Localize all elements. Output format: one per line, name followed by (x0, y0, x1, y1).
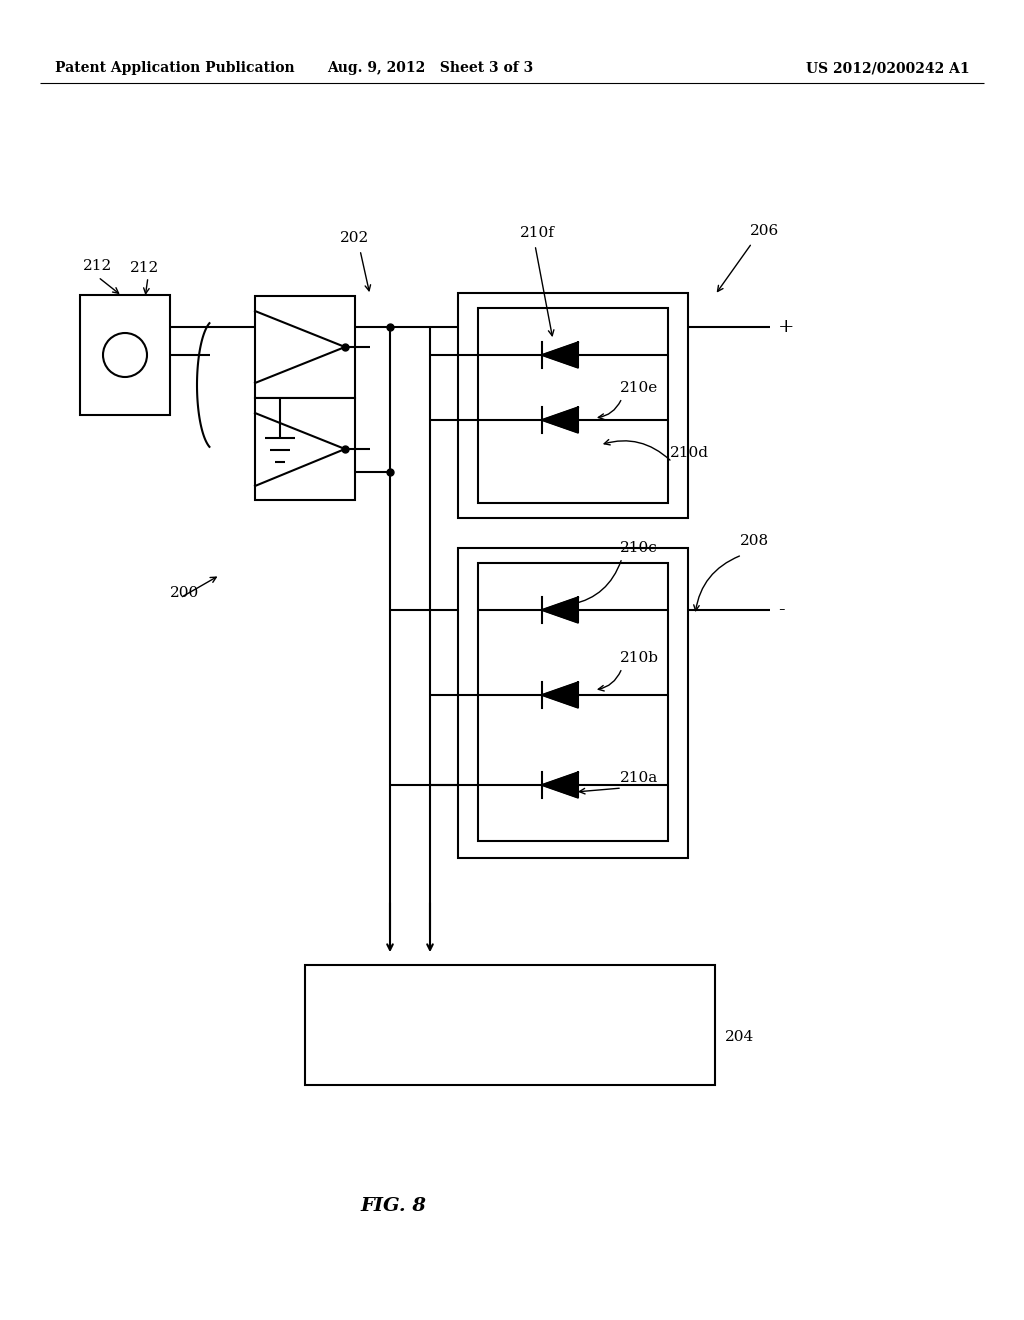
Bar (458, 293, 688, 517)
Text: 212: 212 (130, 261, 160, 275)
Polygon shape (542, 772, 578, 797)
Polygon shape (542, 342, 578, 367)
Polygon shape (542, 682, 578, 708)
Text: 210a: 210a (620, 771, 658, 785)
Text: 210b: 210b (620, 651, 659, 665)
Bar (255, 399, 355, 500)
Bar (458, 548, 688, 858)
Text: 212: 212 (83, 259, 113, 273)
Text: Aug. 9, 2012   Sheet 3 of 3: Aug. 9, 2012 Sheet 3 of 3 (327, 61, 534, 75)
Text: Patent Application Publication: Patent Application Publication (55, 61, 295, 75)
Text: 210d: 210d (670, 446, 709, 459)
Text: US 2012/0200242 A1: US 2012/0200242 A1 (806, 61, 970, 75)
Text: 204: 204 (725, 1030, 755, 1044)
Text: 210e: 210e (620, 381, 658, 395)
Text: 206: 206 (750, 224, 779, 238)
Bar (478, 564, 668, 841)
Text: 210c: 210c (620, 541, 657, 554)
Text: -: - (778, 601, 784, 619)
Text: 202: 202 (340, 231, 370, 246)
Bar (478, 308, 668, 503)
Bar (80, 294, 170, 414)
Bar (255, 296, 355, 399)
Text: 210f: 210f (520, 226, 555, 240)
Text: 200: 200 (170, 586, 200, 601)
Text: FIG. 8: FIG. 8 (360, 1197, 426, 1214)
Bar (305, 965, 715, 1085)
Text: +: + (778, 318, 795, 337)
Text: 208: 208 (740, 535, 769, 548)
Polygon shape (542, 408, 578, 433)
Polygon shape (542, 598, 578, 623)
